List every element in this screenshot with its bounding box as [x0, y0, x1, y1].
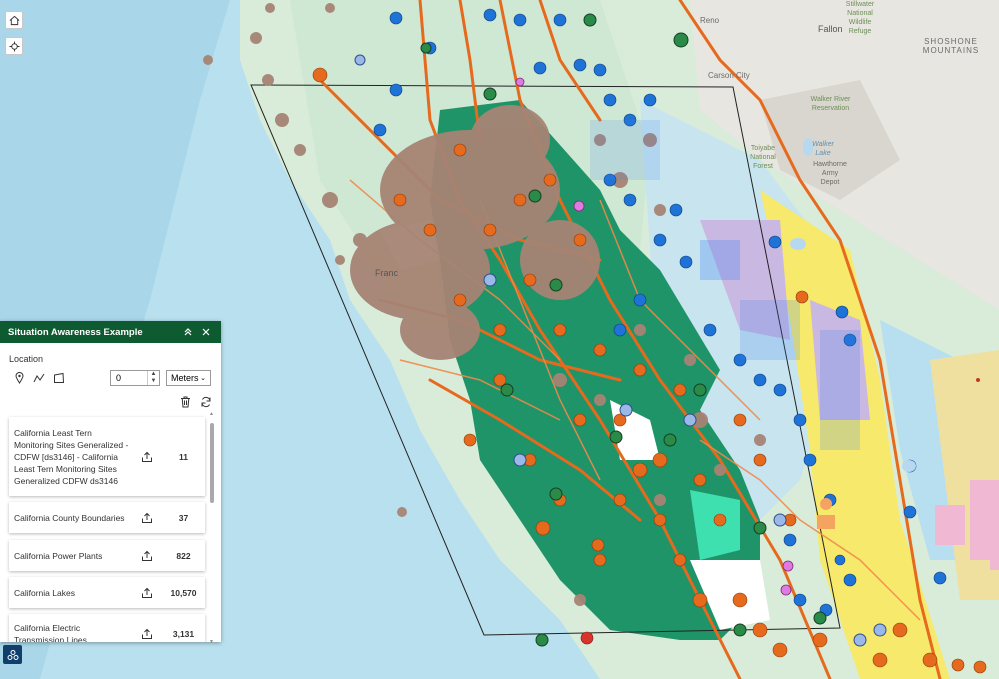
scroll-down-icon[interactable]: ▼	[209, 639, 214, 645]
layer-name: California Least Tern Monitoring Sites G…	[14, 427, 129, 486]
point-tool-button[interactable]	[12, 371, 26, 385]
export-button[interactable]	[132, 628, 162, 640]
refresh-button[interactable]	[199, 395, 212, 408]
export-icon	[142, 628, 152, 639]
export-button[interactable]	[132, 550, 162, 562]
map-label-toiyabe: Toiyabe National Forest	[750, 145, 776, 170]
export-button[interactable]	[132, 451, 162, 463]
widget-icon	[7, 649, 18, 660]
home-button[interactable]	[5, 11, 23, 29]
polygon-tool-button[interactable]	[52, 371, 66, 385]
map-label-walker-lake: Walker Lake	[812, 141, 834, 157]
layer-card-power[interactable]: California Power Plants 822	[9, 540, 205, 571]
export-icon	[142, 451, 152, 462]
export-icon	[142, 512, 152, 523]
polygon-tool-icon	[54, 372, 65, 383]
export-icon	[142, 550, 152, 561]
polyline-tool-icon	[33, 373, 45, 383]
buffer-stepper[interactable]: ▲ ▼	[147, 371, 159, 385]
locate-button[interactable]	[5, 37, 23, 55]
close-icon	[202, 328, 210, 336]
panel-header: Situation Awareness Example	[0, 321, 221, 343]
map-label-hawthorne: Hawthorne Army Depot	[813, 161, 847, 186]
map-label-walker-river: Walker River Reservation	[810, 96, 851, 112]
point-tool-icon	[14, 372, 24, 384]
double-chevron-up-icon	[184, 328, 192, 336]
home-icon	[9, 15, 19, 25]
scroll-up-icon[interactable]: ▲	[209, 411, 214, 417]
export-button[interactable]	[132, 587, 162, 599]
clear-button[interactable]	[179, 395, 192, 408]
location-label: Location	[9, 354, 44, 364]
layer-card-transmission[interactable]: California Electric Transmission Lines 3…	[9, 614, 205, 642]
map-label-carson-city: Carson City	[708, 71, 750, 80]
layer-name: California Power Plants	[14, 550, 103, 561]
export-icon	[142, 587, 152, 598]
map-label-reno: Reno	[700, 16, 720, 25]
feature-count: 10,570	[170, 587, 197, 598]
chevron-down-icon: ⌄	[200, 375, 206, 382]
close-button[interactable]	[199, 325, 213, 339]
layer-name: California County Boundaries	[14, 512, 125, 523]
unit-select[interactable]: Meters ⌄	[166, 370, 211, 386]
layer-card-county[interactable]: California County Boundaries 37	[9, 502, 205, 533]
collapse-button[interactable]	[181, 325, 195, 339]
scrollbar-thumb[interactable]	[210, 423, 214, 503]
list-scrollbar[interactable]: ▲ ▼	[209, 411, 214, 645]
refresh-icon	[201, 396, 210, 407]
layer-results-list[interactable]: California Least Tern Monitoring Sites G…	[0, 413, 221, 642]
buffer-distance-value: 0	[116, 373, 122, 383]
feature-count: 37	[178, 512, 189, 523]
panel-title: Situation Awareness Example	[8, 326, 143, 338]
layer-card-lakes[interactable]: California Lakes 10,570	[9, 577, 205, 608]
map-label-san-francisco: Franc	[375, 268, 399, 278]
feature-count: 822	[176, 550, 191, 561]
trash-icon	[181, 396, 190, 407]
export-button[interactable]	[132, 512, 162, 524]
unit-select-value: Meters	[171, 373, 199, 383]
map-label-stillwater: Stillwater National Wildlife Refuge	[845, 1, 875, 35]
layer-name: California Electric Transmission Lines	[14, 623, 87, 642]
layer-name: California Lakes	[14, 587, 75, 598]
widget-toggle-button[interactable]	[3, 645, 22, 664]
map-label-fallon: Fallon	[818, 24, 843, 34]
situation-awareness-panel: Situation Awareness Example Location 0 ▲…	[0, 321, 221, 645]
feature-count: 3,131	[172, 629, 195, 639]
map-label-shoshone: SHOSHONE MOUNTAINS	[922, 37, 980, 55]
locate-icon	[8, 40, 20, 52]
feature-count: 11	[179, 451, 188, 462]
layer-card-tern[interactable]: California Least Tern Monitoring Sites G…	[9, 417, 205, 496]
buffer-distance-input[interactable]: 0 ▲ ▼	[110, 370, 160, 386]
polyline-tool-button[interactable]	[32, 371, 46, 385]
